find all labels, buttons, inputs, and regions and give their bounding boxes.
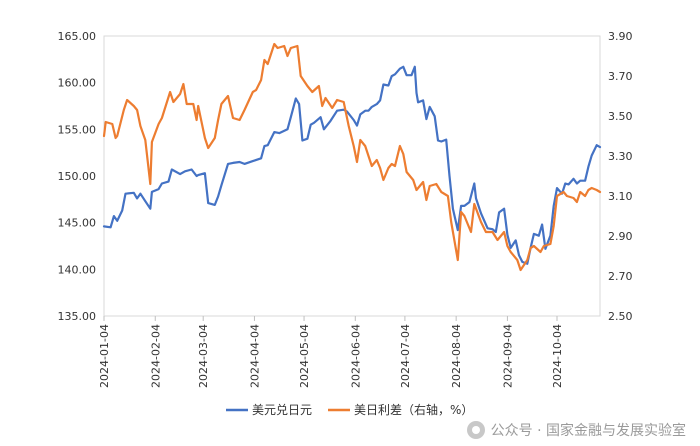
y-right-tick-label: 3.30 bbox=[608, 150, 633, 163]
y-left-tick-label: 140.00 bbox=[58, 263, 97, 276]
legend: 美元兑日元 美日利差（右轴，%） bbox=[226, 402, 473, 417]
x-tick-label: 2024-05-04 bbox=[298, 324, 311, 388]
legend-label-1: 美元兑日元 bbox=[252, 403, 312, 417]
x-tick-label: 2024-10-04 bbox=[551, 324, 564, 388]
series-line-2 bbox=[102, 42, 602, 272]
plot-border bbox=[103, 35, 601, 317]
x-tick-label: 2024-04-04 bbox=[248, 324, 261, 388]
y-left-tick-label: 145.00 bbox=[58, 217, 97, 230]
legend-label-2: 美日利差（右轴，%） bbox=[354, 402, 473, 417]
watermark-text: 公众号 · 国家金融与发展实验室 bbox=[490, 423, 686, 439]
x-tick-label: 2024-06-04 bbox=[349, 324, 362, 388]
y-right-tick-label: 3.50 bbox=[608, 110, 633, 123]
y-right-tick-label: 2.70 bbox=[608, 270, 633, 283]
y-right-tick-label: 3.70 bbox=[608, 70, 633, 83]
y-left-tick-label: 165.00 bbox=[58, 30, 97, 43]
x-axis: 2024-01-04 2024-02-04 2024-03-04 2024-04-04… bbox=[98, 316, 564, 388]
y-right-tick-label: 2.90 bbox=[608, 230, 633, 243]
x-tick-label: 2024-07-04 bbox=[399, 324, 412, 388]
x-tick-label: 2024-08-04 bbox=[450, 324, 463, 388]
series-line-1 bbox=[102, 65, 602, 265]
x-tick-label: 2024-02-04 bbox=[149, 324, 162, 388]
series-lines bbox=[102, 42, 602, 272]
y-left-tick-label: 135.00 bbox=[58, 310, 97, 323]
plot-frame bbox=[103, 35, 601, 317]
y-axis-left: 135.00 140.00 145.00 150.00 155.00 160.00 165.… bbox=[58, 30, 97, 323]
x-tick-label: 2024-03-04 bbox=[197, 324, 210, 388]
x-tick-label: 2024-01-04 bbox=[98, 324, 111, 388]
y-left-tick-label: 160.00 bbox=[58, 77, 97, 90]
y-right-tick-label: 3.90 bbox=[608, 30, 633, 43]
y-right-tick-label: 3.10 bbox=[608, 190, 633, 203]
x-tick-label: 2024-09-04 bbox=[501, 324, 514, 388]
wechat-icon bbox=[466, 421, 485, 439]
y-right-tick-label: 2.50 bbox=[608, 310, 633, 323]
watermark: 公众号 · 国家金融与发展实验室 bbox=[466, 420, 686, 440]
y-left-tick-label: 155.00 bbox=[58, 123, 97, 136]
y-left-tick-label: 150.00 bbox=[58, 170, 97, 183]
y-axis-right: 2.50 2.70 2.90 3.10 3.30 3.50 3.70 3.90 bbox=[608, 30, 633, 323]
